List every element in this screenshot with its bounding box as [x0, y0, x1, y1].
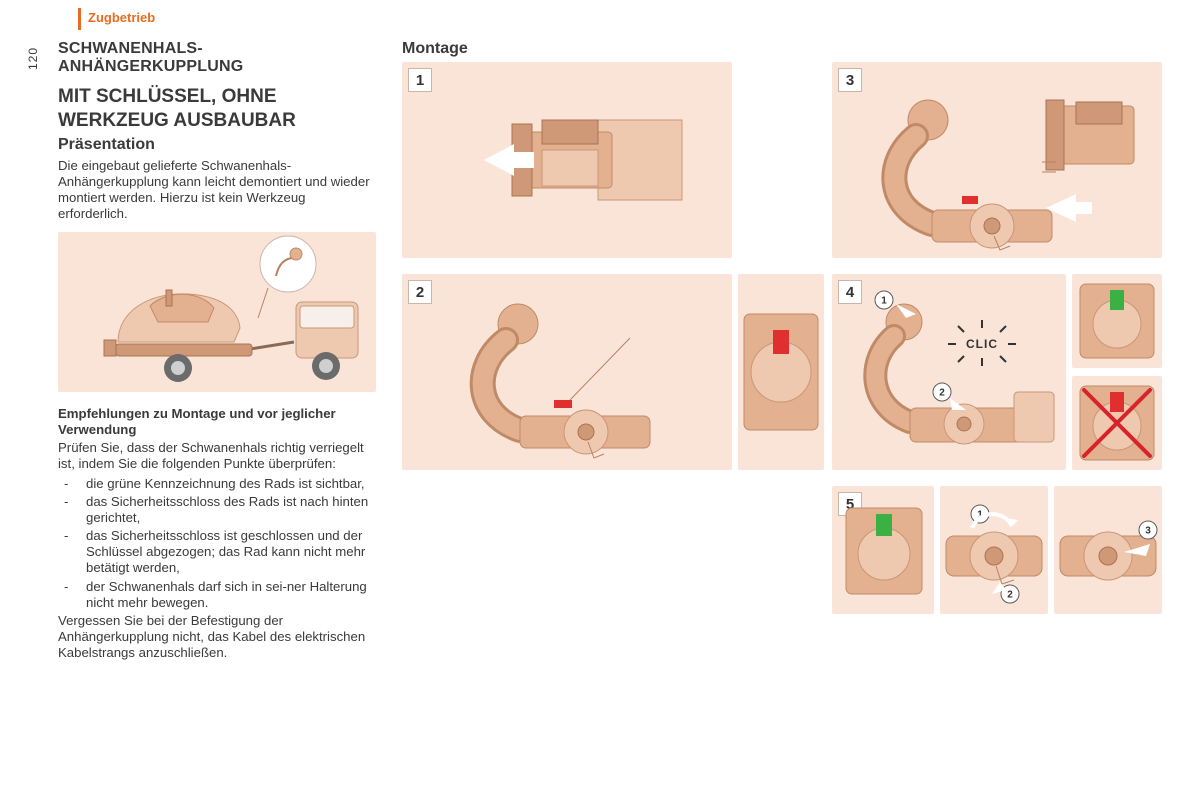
step-2-detail	[738, 274, 824, 470]
manual-page: Zugbetrieb 120 SCHWANENHALS-ANHÄNGERKUPP…	[0, 0, 1200, 800]
step-panel-2: 2	[402, 274, 732, 470]
right-column: Montage 1 2	[402, 40, 1170, 782]
check-item: das Sicherheitsschloss des Rads ist nach…	[58, 494, 376, 526]
content-columns: SCHWANENHALS-ANHÄNGERKUPPLUNG MIT SCHLÜS…	[58, 40, 1170, 782]
step-panel-1: 1	[402, 62, 732, 258]
check-item: die grüne Kennzeichnung des Rads ist sic…	[58, 476, 376, 492]
step-panel-3: 3	[832, 62, 1162, 258]
recommendations-intro: Prüfen Sie, dass der Schwanenhals richti…	[58, 440, 376, 472]
section-heading: SCHWANENHALS-ANHÄNGERKUPPLUNG	[58, 40, 376, 76]
category-header: Zugbetrieb	[88, 10, 155, 25]
step-panel-5b: 1 2	[940, 486, 1048, 614]
callout-2: 2	[1007, 590, 1013, 601]
callout-2: 2	[939, 388, 945, 399]
montage-heading: Montage	[402, 40, 1170, 58]
recommendations-outro: Vergessen Sie bei der Befestigung der An…	[58, 613, 376, 661]
callout-3: 3	[1145, 526, 1151, 537]
step-panel-4: 4 1 2	[832, 274, 1066, 470]
check-item: das Sicherheitsschloss ist geschlossen u…	[58, 528, 376, 576]
presentation-body: Die eingebaut gelieferte Schwanenhals-An…	[58, 158, 376, 222]
recommendations-heading: Empfehlungen zu Montage und vor jegliche…	[58, 406, 376, 438]
indicator-green-panel	[1072, 274, 1162, 368]
check-item: der Schwanenhals darf sich in sei-ner Ha…	[58, 579, 376, 611]
indicator-red-panel	[1072, 376, 1162, 470]
page-number: 120	[26, 47, 40, 70]
subtitle-line-1: MIT SCHLÜSSEL, OHNE	[58, 86, 376, 108]
clic-label: CLIC	[966, 337, 998, 351]
presentation-heading: Präsentation	[58, 136, 376, 154]
accent-bar	[78, 8, 81, 30]
check-list: die grüne Kennzeichnung des Rads ist sic…	[58, 476, 376, 611]
step-panel-5a: 5	[832, 486, 934, 614]
hero-illustration	[58, 232, 376, 392]
callout-1: 1	[881, 296, 887, 307]
left-column: SCHWANENHALS-ANHÄNGERKUPPLUNG MIT SCHLÜS…	[58, 40, 376, 782]
subtitle-line-2: WERKZEUG AUSBAUBAR	[58, 110, 376, 132]
step-panel-5c: 3	[1054, 486, 1162, 614]
steps-grid: 1 2	[402, 62, 1162, 782]
